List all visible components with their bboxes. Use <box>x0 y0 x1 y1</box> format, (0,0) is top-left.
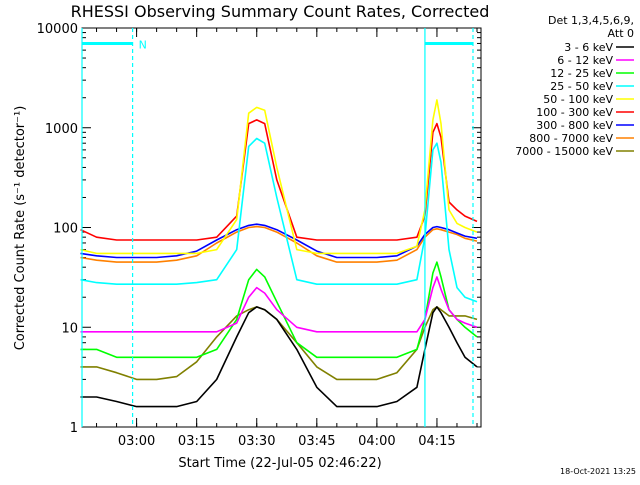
x-tick-label: 03:00 <box>118 434 155 449</box>
x-tick-label: 03:15 <box>178 434 215 449</box>
y-tick-label: 100 <box>53 222 78 237</box>
x-tick-label: 04:00 <box>358 434 395 449</box>
plot-layer: 1 10 100 1000 10000 03:00 03:15 03:30 03:45 04:00… <box>37 22 482 449</box>
series-line <box>80 306 478 408</box>
series-line <box>80 261 478 359</box>
legend-entry-label: 50 - 100 keV <box>543 93 613 106</box>
annotation-label: N <box>139 38 147 51</box>
y-tick-label: 10000 <box>37 22 78 37</box>
legend-entry-label: 100 - 300 keV <box>536 106 613 119</box>
series-line <box>80 276 478 333</box>
legend-entry-label: 25 - 50 keV <box>550 80 613 93</box>
legend-entry-label: 300 - 800 keV <box>536 119 613 132</box>
legend-entry-label: 800 - 7000 keV <box>529 132 613 145</box>
series-line <box>80 99 478 255</box>
y-axis-label: Corrected Count Rate (s⁻¹ detector⁻¹) <box>13 106 28 351</box>
series-line <box>80 223 478 259</box>
legend-entry-label: 3 - 6 keV <box>564 41 613 54</box>
x-tick-label: 04:15 <box>418 434 455 449</box>
series-line <box>80 306 478 381</box>
legend-entry-label: 12 - 25 keV <box>550 67 613 80</box>
series-line <box>80 225 478 263</box>
y-tick-label: 1 <box>70 421 78 436</box>
legend-entry-label: 7000 - 15000 keV <box>515 145 613 158</box>
legend-entry-label: 6 - 12 keV <box>557 54 613 67</box>
x-tick-label: 03:45 <box>298 434 335 449</box>
series-line <box>80 137 478 303</box>
chart-title: RHESSI Observing Summary Count Rates, Co… <box>71 2 490 21</box>
y-tick-label: 10 <box>61 321 78 336</box>
y-tick-label: 1000 <box>45 122 78 137</box>
series-line <box>80 119 478 241</box>
date-stamp: 18-Oct-2021 13:25 <box>560 467 636 476</box>
x-axis-label: Start Time (22-Jul-05 02:46:22) <box>178 456 381 471</box>
legend-header-line: Att 0 <box>608 27 634 40</box>
x-tick-label: 03:30 <box>238 434 275 449</box>
legend-header-line: Det 1,3,4,5,6,9, <box>548 14 634 27</box>
